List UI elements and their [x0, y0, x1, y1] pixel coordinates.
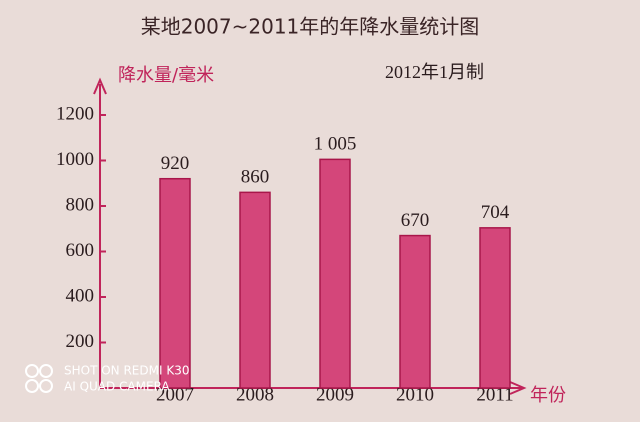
y-tick-label: 1200 — [56, 103, 94, 124]
y-tick-label: 600 — [66, 240, 95, 261]
y-tick-label: 200 — [66, 331, 95, 352]
x-tick-label: 2010 — [396, 384, 434, 405]
bar — [479, 227, 511, 389]
value-label: 920 — [161, 153, 190, 174]
watermark: SHOT ON REDMI K30 AI QUAD CAMERA — [25, 364, 189, 394]
bar — [239, 191, 271, 389]
watermark-icon — [25, 379, 39, 393]
watermark-icon — [39, 379, 53, 393]
chart-subtitle: 2012年1月制 — [385, 62, 484, 82]
watermark-text: AI QUAD CAMERA — [64, 380, 170, 394]
x-tick-label: 2007 — [156, 384, 194, 405]
plot-area: 200 400 600 800 1000 1200 2007 920 2008 860 2009 1 … — [56, 103, 514, 405]
value-label: 1 005 — [314, 134, 357, 155]
value-label: 670 — [401, 210, 430, 231]
x-axis-label: 年份 — [530, 385, 566, 406]
x-tick-label: 2009 — [316, 384, 354, 405]
y-axis-label: 降水量/毫米 — [118, 65, 214, 86]
y-tick-label: 1000 — [56, 149, 94, 170]
watermark-text: SHOT ON REDMI K30 — [64, 364, 189, 378]
y-tick-label: 400 — [66, 285, 95, 306]
x-axis-arrow — [509, 381, 527, 395]
x-tick-label: 2011 — [476, 384, 513, 405]
bar — [319, 158, 351, 389]
value-label: 860 — [241, 167, 270, 188]
watermark-icon — [39, 364, 53, 378]
bar — [399, 234, 431, 389]
bar — [159, 177, 191, 389]
watermark-icon — [25, 364, 39, 378]
value-label: 704 — [481, 202, 510, 223]
chart-title: 某地2007~2011年的年降水量统计图 — [141, 15, 480, 39]
y-tick-label: 800 — [66, 194, 95, 215]
y-axis-arrow — [93, 77, 107, 95]
x-tick-label: 2008 — [236, 384, 274, 405]
